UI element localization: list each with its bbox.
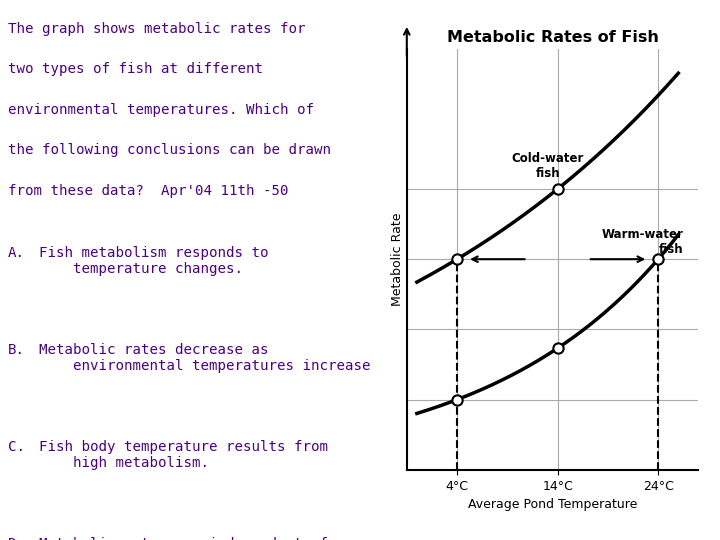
Text: B.: B. [8,343,24,357]
Text: Fish body temperature results from
    high metabolism.: Fish body temperature results from high … [39,440,328,470]
Text: D.: D. [8,537,24,540]
Point [451,395,463,404]
Text: from these data?  Apr'04 11th -50: from these data? Apr'04 11th -50 [8,184,288,198]
Text: Metabolic rates are independent of
    environmental temperature.: Metabolic rates are independent of envir… [39,537,328,540]
Text: C.: C. [8,440,24,454]
Text: A.: A. [8,246,24,260]
Point [652,255,664,264]
Text: Fish metabolism responds to
    temperature changes.: Fish metabolism responds to temperature … [39,246,268,276]
Text: environmental temperatures. Which of: environmental temperatures. Which of [8,103,314,117]
Text: two types of fish at different: two types of fish at different [8,62,263,76]
Text: Cold-water
fish: Cold-water fish [511,152,584,180]
Point [451,255,463,264]
Text: Metabolic rates decrease as
    environmental temperatures increase: Metabolic rates decrease as environmenta… [39,343,370,373]
Point [552,344,563,353]
Y-axis label: Metabolic Rate: Metabolic Rate [391,212,404,306]
Title: Metabolic Rates of Fish: Metabolic Rates of Fish [446,30,659,45]
X-axis label: Average Pond Temperature: Average Pond Temperature [468,498,637,511]
Text: The graph shows metabolic rates for: The graph shows metabolic rates for [8,22,305,36]
Text: the following conclusions can be drawn: the following conclusions can be drawn [8,143,330,157]
Point [552,185,563,193]
Text: Warm-water
fish: Warm-water fish [601,228,683,255]
